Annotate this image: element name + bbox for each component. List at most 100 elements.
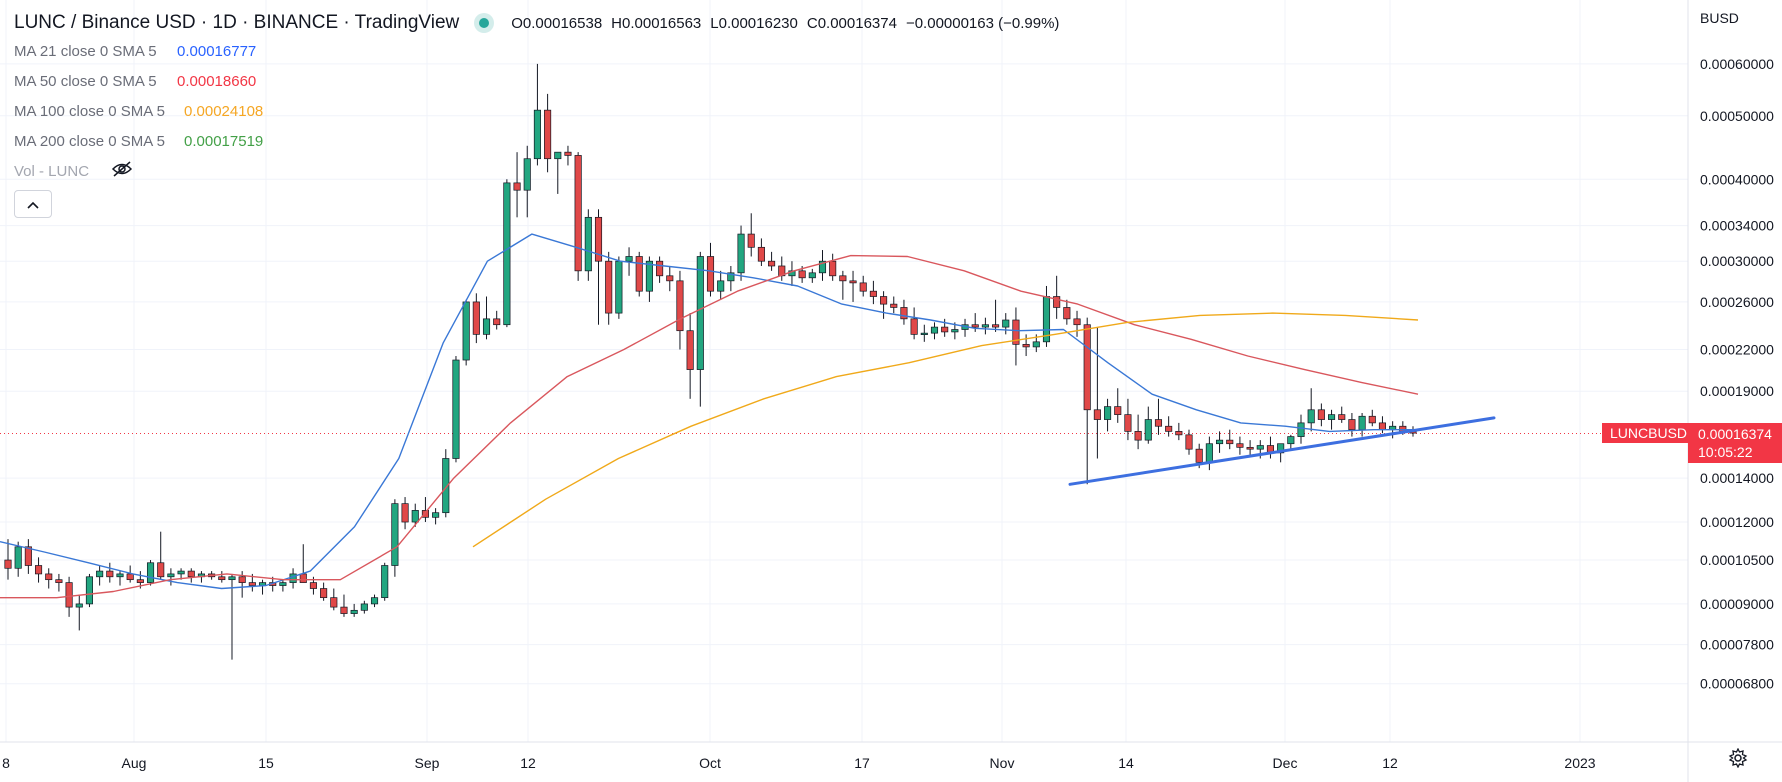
moving-averages — [0, 233, 1419, 599]
candle-body — [951, 329, 959, 333]
high-value: H0.00016563 — [611, 14, 702, 32]
x-tick-label: Nov — [990, 755, 1015, 771]
ma-100-line — [472, 312, 1419, 548]
candle-body — [106, 570, 114, 578]
candle-body — [1236, 443, 1244, 448]
eye-off-icon[interactable] — [111, 160, 133, 182]
candle-body — [676, 280, 684, 332]
candle-body — [146, 562, 155, 583]
candle-body — [880, 296, 888, 305]
candle-body — [808, 272, 816, 279]
candle-body — [696, 256, 704, 370]
candle-body — [992, 324, 1000, 328]
candle-body — [299, 573, 307, 583]
candle-body — [930, 326, 939, 334]
candle-body — [1063, 307, 1071, 320]
y-tick-label: 0.00012000 — [1700, 514, 1774, 530]
candle-body — [136, 579, 144, 583]
y-tick-label: 0.00007800 — [1700, 637, 1774, 653]
indicator-ma200[interactable]: MA 200 close 0 SMA 5 0.00017519 — [14, 126, 1059, 156]
candle-body — [1114, 406, 1122, 415]
x-tick-label: 8 — [2, 755, 10, 771]
candle-body — [1104, 406, 1112, 420]
x-tick-label: 12 — [1382, 755, 1398, 771]
candle-body — [1154, 419, 1163, 427]
indicator-label: MA 50 close 0 SMA 5 — [14, 72, 157, 90]
candle-body — [157, 562, 165, 578]
candle-body — [513, 182, 521, 191]
indicator-value: 0.00018660 — [177, 72, 257, 90]
candle-body — [1022, 344, 1030, 348]
candle-body — [533, 109, 541, 160]
y-tick-label: 0.00026000 — [1700, 294, 1774, 310]
candle-body — [126, 573, 134, 581]
candle-body — [574, 155, 582, 272]
candle-body — [411, 510, 419, 523]
candle-body — [1002, 319, 1010, 328]
candle-body — [656, 260, 664, 277]
candle-body — [482, 318, 491, 335]
candle-body — [503, 182, 511, 326]
candle-body — [14, 546, 22, 569]
candle-body — [442, 458, 450, 514]
low-value: L0.00016230 — [710, 14, 798, 32]
candle-body — [869, 290, 877, 297]
candle-body — [706, 256, 715, 292]
candle-body — [432, 512, 440, 518]
indicator-ma100[interactable]: MA 100 close 0 SMA 5 0.00024108 — [14, 96, 1059, 126]
x-tick-label: Oct — [699, 755, 721, 771]
candle-body — [65, 582, 73, 608]
candle-body — [849, 280, 857, 284]
time-axis: 8 Aug 15 Sep 12 Oct 17 Nov 14 Dec 12 2023 — [2, 755, 1596, 771]
candle-body — [737, 233, 745, 274]
candle-body — [381, 565, 389, 599]
y-tick-label: 0.00019000 — [1700, 383, 1774, 399]
candle-body — [462, 301, 470, 361]
candle-body — [900, 307, 908, 320]
market-status-dot[interactable] — [479, 18, 490, 28]
candle-body — [1124, 414, 1132, 432]
x-tick-label: 14 — [1118, 755, 1134, 771]
candle-body — [859, 282, 867, 292]
candle-body — [279, 582, 287, 586]
x-tick-label: Dec — [1273, 755, 1298, 771]
gear-icon[interactable] — [1728, 747, 1748, 774]
candle-body — [1287, 436, 1295, 445]
candle-body — [768, 260, 776, 267]
indicator-value: 0.00016777 — [177, 42, 257, 60]
candle-body — [1246, 446, 1254, 450]
candle-body — [167, 573, 175, 578]
trendline — [1068, 416, 1496, 486]
candle-body — [1226, 439, 1234, 445]
candle-body — [1175, 431, 1183, 436]
collapse-legend-button[interactable] — [14, 190, 52, 218]
candle-body — [1134, 431, 1142, 441]
indicator-ma50[interactable]: MA 50 close 0 SMA 5 0.00018660 — [14, 66, 1059, 96]
x-tick-label: 12 — [520, 755, 536, 771]
candle-body — [1348, 419, 1356, 431]
candle-body — [594, 216, 603, 262]
candle-body — [55, 579, 63, 583]
candle-body — [818, 260, 827, 274]
candle-body — [564, 151, 572, 156]
candle-body — [228, 576, 236, 581]
candle-body — [910, 318, 918, 335]
candle-body — [1012, 319, 1020, 345]
y-tick-label: 0.00006800 — [1700, 676, 1774, 692]
y-tick-label: 0.00014000 — [1700, 470, 1774, 486]
indicator-ma21[interactable]: MA 21 close 0 SMA 5 0.00016777 — [14, 36, 1059, 66]
candle-body — [452, 359, 460, 459]
candle-body — [34, 565, 43, 575]
candle-body — [238, 576, 246, 583]
indicator-volume[interactable]: Vol - LUNC — [14, 156, 1059, 186]
y-tick-label: 0.00010500 — [1700, 552, 1774, 568]
candle-body — [1195, 448, 1203, 463]
candle-body — [360, 603, 368, 611]
candle-body — [1256, 445, 1264, 450]
candle-body — [1358, 415, 1366, 431]
candle-body — [4, 559, 12, 569]
symbol-title[interactable]: LUNC / Binance USD · 1D · BINANCE · Trad… — [14, 12, 460, 33]
candle-body — [839, 275, 847, 282]
